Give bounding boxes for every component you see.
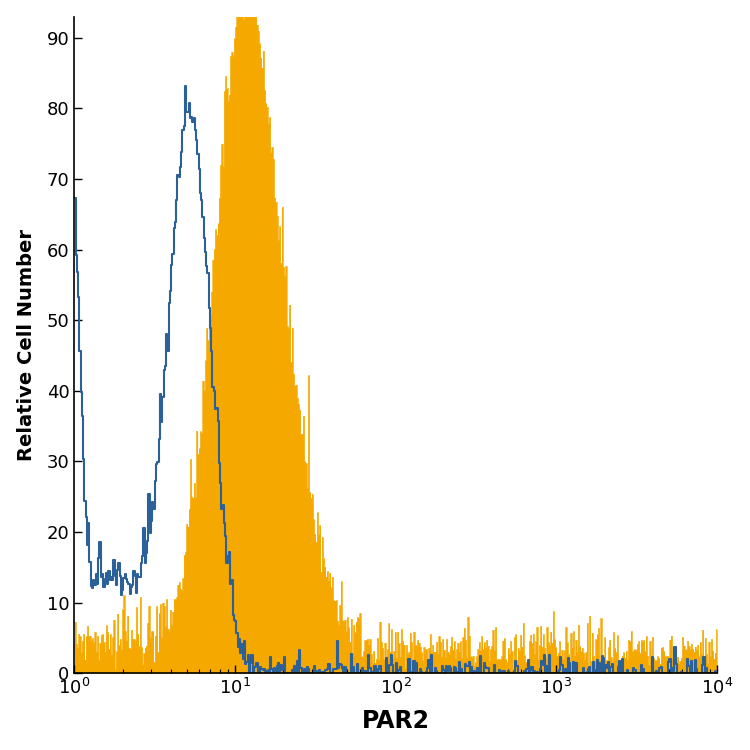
Y-axis label: Relative Cell Number: Relative Cell Number bbox=[16, 229, 36, 461]
X-axis label: PAR2: PAR2 bbox=[362, 710, 430, 734]
